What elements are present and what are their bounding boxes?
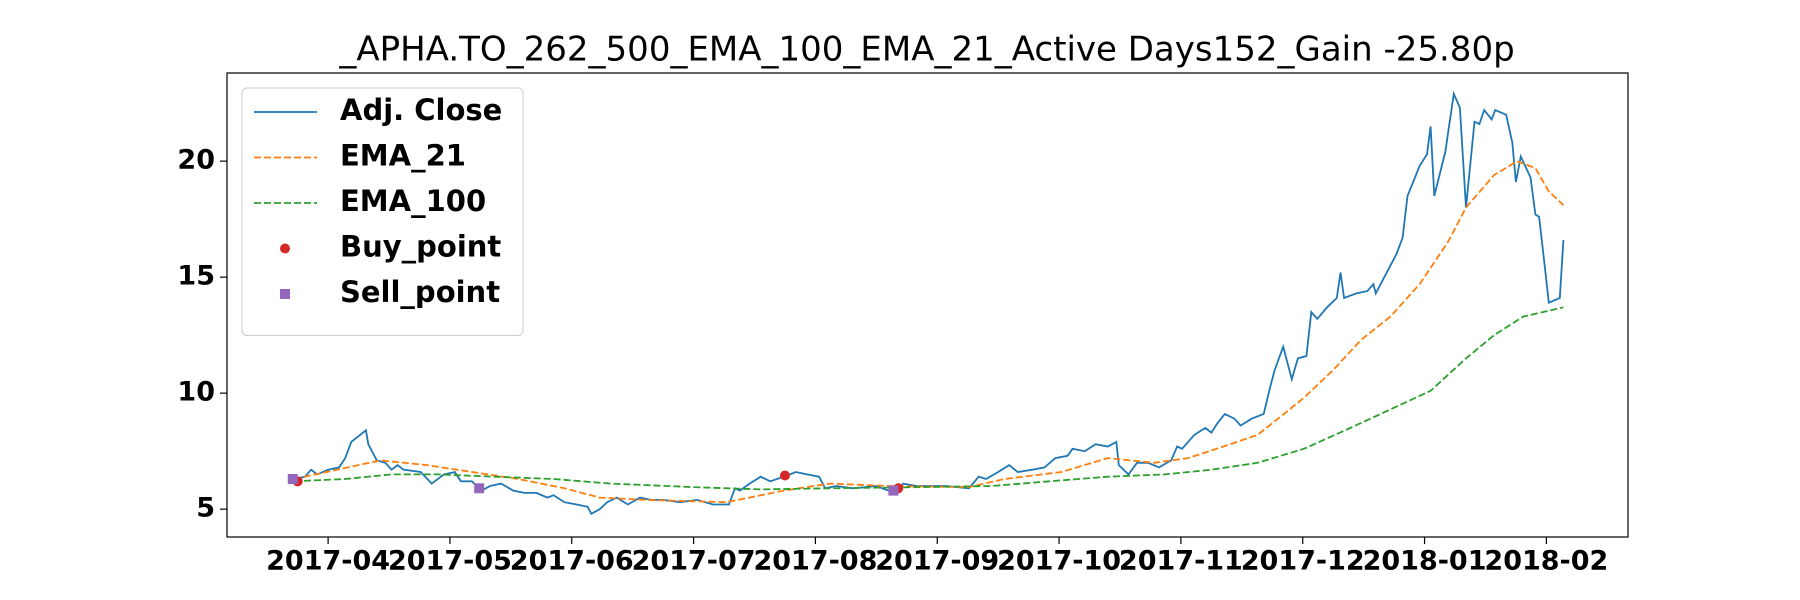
- point: [287, 474, 298, 484]
- y-tick-label: 10: [177, 377, 215, 408]
- point: [779, 470, 790, 481]
- x-tick-label: 2017-09: [875, 546, 999, 577]
- y-tick-label: 15: [177, 261, 215, 292]
- legend-box: [241, 87, 524, 336]
- y-tick-label: 20: [177, 145, 215, 176]
- x-tick-label: 2018-01: [1363, 546, 1487, 577]
- legend-swatch: [280, 243, 290, 254]
- x-tick-label: 2017-07: [632, 546, 756, 577]
- series-line: [293, 306, 1564, 491]
- series-line: [293, 160, 1565, 504]
- y-tick-label: 5: [196, 493, 215, 524]
- x-tick-label: 2017-08: [753, 546, 877, 577]
- legend-label: Sell_point: [340, 275, 500, 309]
- legend-label: Adj. Close: [340, 93, 502, 127]
- legend-label: EMA_21: [340, 139, 466, 173]
- x-tick-label: 2017-06: [510, 546, 634, 577]
- chart-title: _APHA.TO_262_500_EMA_100_EMA_21_Active D…: [338, 30, 1514, 70]
- series-line: [293, 90, 1565, 516]
- legend-label: EMA_100: [340, 184, 486, 218]
- x-tick-label: 2017-11: [1119, 546, 1243, 577]
- plot-frame: [226, 72, 1629, 538]
- x-tick-label: 2017-05: [388, 546, 512, 577]
- point: [888, 485, 899, 496]
- x-tick-label: 2017-04: [266, 546, 390, 577]
- legend-label: Buy_point: [340, 230, 501, 264]
- legend-swatch: [280, 289, 290, 299]
- point: [474, 483, 485, 494]
- x-tick-label: 2017-12: [1241, 546, 1365, 577]
- x-tick-label: 2017-10: [997, 546, 1121, 577]
- x-tick-label: 2018-02: [1484, 546, 1608, 577]
